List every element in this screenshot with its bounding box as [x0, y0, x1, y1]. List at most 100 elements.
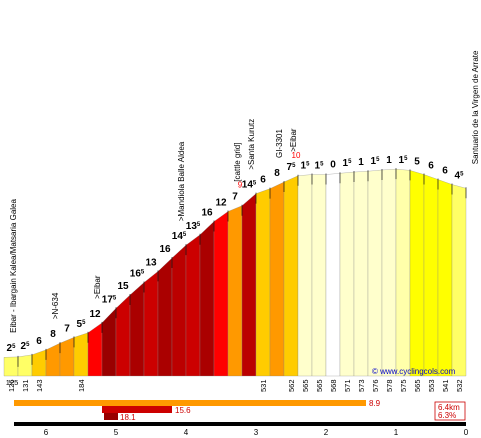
- altitude-label: 173: [63, 379, 72, 392]
- profile-segment: [227, 205, 243, 377]
- gradient-label: 55: [77, 319, 87, 330]
- place-label: >Santa Kurutz: [247, 119, 256, 170]
- gradient-label: 145: [172, 231, 187, 242]
- altitude-labels: 126 131 143 159 173 184 208 243 275 305 332 364 395 4…: [7, 379, 464, 392]
- profile-segment: [3, 356, 19, 377]
- altitude-label: 243: [105, 379, 114, 392]
- altitude-label: 553: [427, 379, 436, 392]
- gradient-label: 15: [371, 156, 381, 167]
- gradient-label: 15: [117, 281, 129, 292]
- gradient-label: 145: [242, 180, 257, 191]
- place-label: Santuario de la Virgen de Arrate: [471, 50, 480, 164]
- place-label: >Eibar: [289, 128, 298, 152]
- altitude-label: 565: [301, 379, 310, 392]
- gradient-label: 175: [102, 294, 117, 305]
- climb-average: 6.3%: [438, 411, 456, 420]
- altitude-label: 547: [273, 379, 282, 392]
- altitude-label: 395: [175, 379, 184, 392]
- profile-segment: [199, 221, 215, 377]
- gradient-label: 25: [21, 341, 31, 352]
- km-scale-label: 5: [114, 428, 119, 437]
- profile-segment: [101, 307, 117, 377]
- altitude-label: 571: [343, 379, 352, 392]
- altitude-label: 159: [49, 379, 58, 392]
- gradient-label: 13: [145, 257, 157, 268]
- altitude-label: 576: [371, 379, 380, 392]
- start-altitude: 125: [6, 378, 19, 387]
- profile-segment: [325, 173, 341, 377]
- max-100m-bar: [104, 413, 118, 420]
- altitude-label: 275: [119, 379, 128, 392]
- avg-gradient-bar: [14, 400, 366, 406]
- max-500m-value: 15.6: [175, 406, 191, 415]
- gradient-label: 6: [260, 175, 266, 186]
- place-label: GI-3301: [275, 129, 284, 158]
- profile-segment: [269, 181, 285, 377]
- km-marker: 9: [238, 181, 243, 190]
- profile-segment: [297, 174, 313, 377]
- altitude-label: 568: [329, 379, 338, 392]
- gradient-label: 8: [50, 329, 56, 340]
- gradient-marks: [17, 168, 467, 367]
- altitude-label: 573: [357, 379, 366, 392]
- profile-segment: [451, 184, 467, 377]
- altitude-label: 131: [21, 379, 30, 392]
- profile-segment: [129, 282, 145, 377]
- place-label: [cattle grid]: [233, 143, 242, 182]
- profile-segment: [353, 171, 369, 377]
- altitude-label: 184: [77, 379, 86, 392]
- profile-segment: [171, 244, 187, 377]
- profile-segment: [311, 174, 327, 377]
- profile-segment: [423, 174, 439, 377]
- altitude-label: 565: [413, 379, 422, 392]
- gradient-label: 15: [315, 161, 325, 172]
- profile-segment: [367, 169, 383, 377]
- altitude-label: 562: [287, 379, 296, 392]
- altitude-label: 490: [231, 379, 240, 392]
- gradient-label: 75: [287, 162, 297, 173]
- km-marker: 10: [292, 151, 301, 160]
- profile-segment: [87, 322, 103, 377]
- profile-segment: [31, 349, 47, 377]
- place-label: >N-634: [51, 292, 60, 319]
- gradient-label: 16: [159, 244, 171, 255]
- altitude-label: 452: [203, 379, 212, 392]
- altitude-label: 143: [35, 379, 44, 392]
- gradient-label: 6: [442, 166, 448, 177]
- gradient-label: 12: [89, 309, 101, 320]
- gradient-label: 1: [358, 157, 364, 168]
- altitude-label: 476: [217, 379, 226, 392]
- km-scale-labels: 6 5 4 3 2 1 0: [44, 428, 469, 437]
- altitude-label: 364: [161, 379, 170, 392]
- altitude-label: 420: [189, 379, 198, 392]
- altitude-label: 126: [7, 379, 16, 392]
- gradient-label: 15: [343, 158, 353, 169]
- place-labels: Eibar - Ibargain Kalea/Matsaria Galea >N-…: [9, 50, 480, 333]
- km-scale-label: 6: [44, 428, 49, 437]
- gradient-label: 5: [414, 156, 420, 167]
- profile-segment: [381, 168, 397, 377]
- avg-gradient-value: 8.9: [369, 399, 381, 408]
- profile-segment: [283, 175, 299, 377]
- gradient-label: 135: [186, 221, 201, 232]
- profile-segment: [409, 170, 425, 377]
- km-scale-bar: [14, 422, 466, 426]
- gradient-label: 7: [232, 192, 238, 203]
- altitude-label: 332: [147, 379, 156, 392]
- altitude-label: 208: [91, 379, 100, 392]
- profile-segment: [45, 342, 61, 377]
- altitude-label: 531: [259, 379, 268, 392]
- gradient-label: 15: [301, 161, 311, 172]
- climb-length: 6.4km: [438, 403, 460, 412]
- place-label: >Eibar: [93, 275, 102, 299]
- profile-segment: [339, 171, 355, 377]
- profile-segment: [255, 188, 271, 377]
- altitude-label: 519: [245, 379, 254, 392]
- altitude-label: 578: [385, 379, 394, 392]
- profile-segment: [59, 337, 75, 377]
- profile-segment: [157, 257, 173, 377]
- max-500m-bar: [102, 406, 172, 413]
- gradient-label: 1: [386, 155, 392, 166]
- gradient-label: 165: [130, 269, 145, 280]
